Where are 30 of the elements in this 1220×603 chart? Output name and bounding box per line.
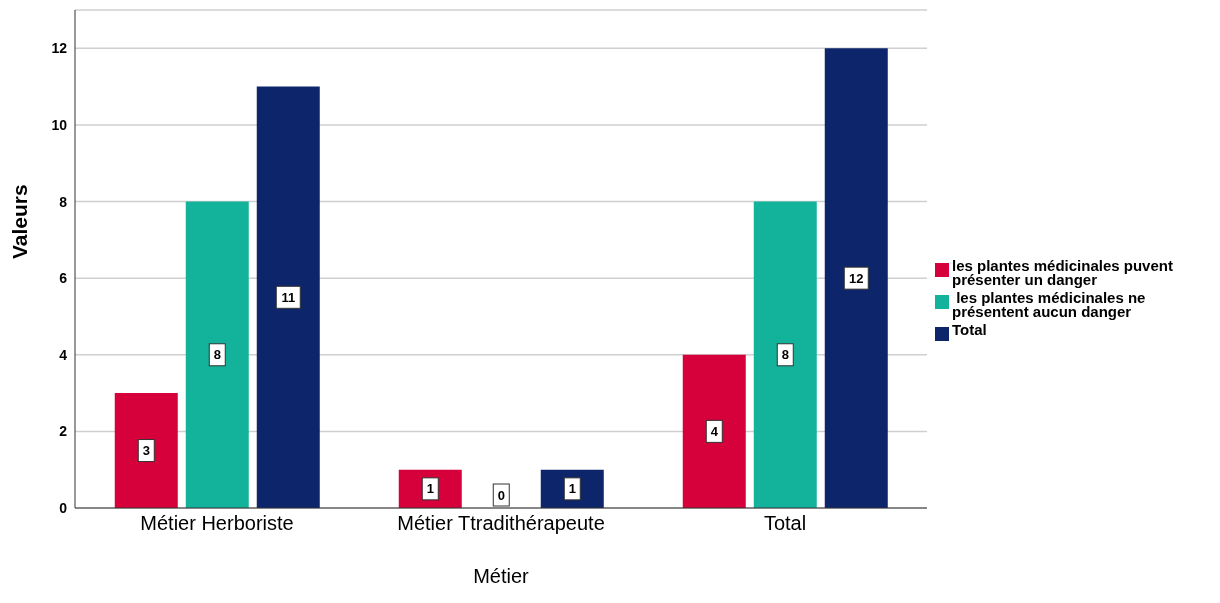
data-label: 12 — [849, 270, 864, 286]
bar — [753, 201, 817, 508]
data-label: 1 — [426, 481, 434, 497]
data-label: 8 — [213, 347, 221, 363]
legend-label: Total — [952, 320, 988, 338]
bar — [256, 86, 320, 508]
data-label: 1 — [568, 481, 576, 497]
y-tick-label: 4 — [59, 346, 68, 363]
bar — [185, 201, 249, 508]
data-label: 3 — [142, 443, 150, 459]
bar — [114, 393, 178, 508]
y-axis-title: Valeurs — [8, 184, 32, 259]
x-tick-label: Total — [763, 512, 807, 535]
data-label: 0 — [497, 487, 505, 503]
x-axis-title: Métier — [473, 565, 530, 587]
data-label: 4 — [710, 423, 719, 439]
y-tick-label: 6 — [59, 270, 68, 287]
x-tick-label: Métier Herboriste — [140, 512, 294, 535]
y-tick-label: 10 — [51, 116, 68, 133]
data-label: 11 — [281, 289, 296, 305]
bar — [682, 354, 746, 508]
y-tick-label: 8 — [59, 193, 68, 210]
data-label: 8 — [781, 347, 789, 363]
x-tick-label: Métier Ttradithérapeute — [397, 512, 605, 535]
bar — [824, 48, 888, 508]
legend-label: les plantes médicinales ne présentent aucun danger — [952, 288, 1147, 320]
legend-label: les plantes médicinales puvent présenter un danger — [952, 256, 1174, 288]
y-tick-label: 0 — [59, 499, 68, 516]
y-tick-label: 2 — [59, 423, 68, 440]
y-tick-label: 12 — [51, 40, 68, 57]
